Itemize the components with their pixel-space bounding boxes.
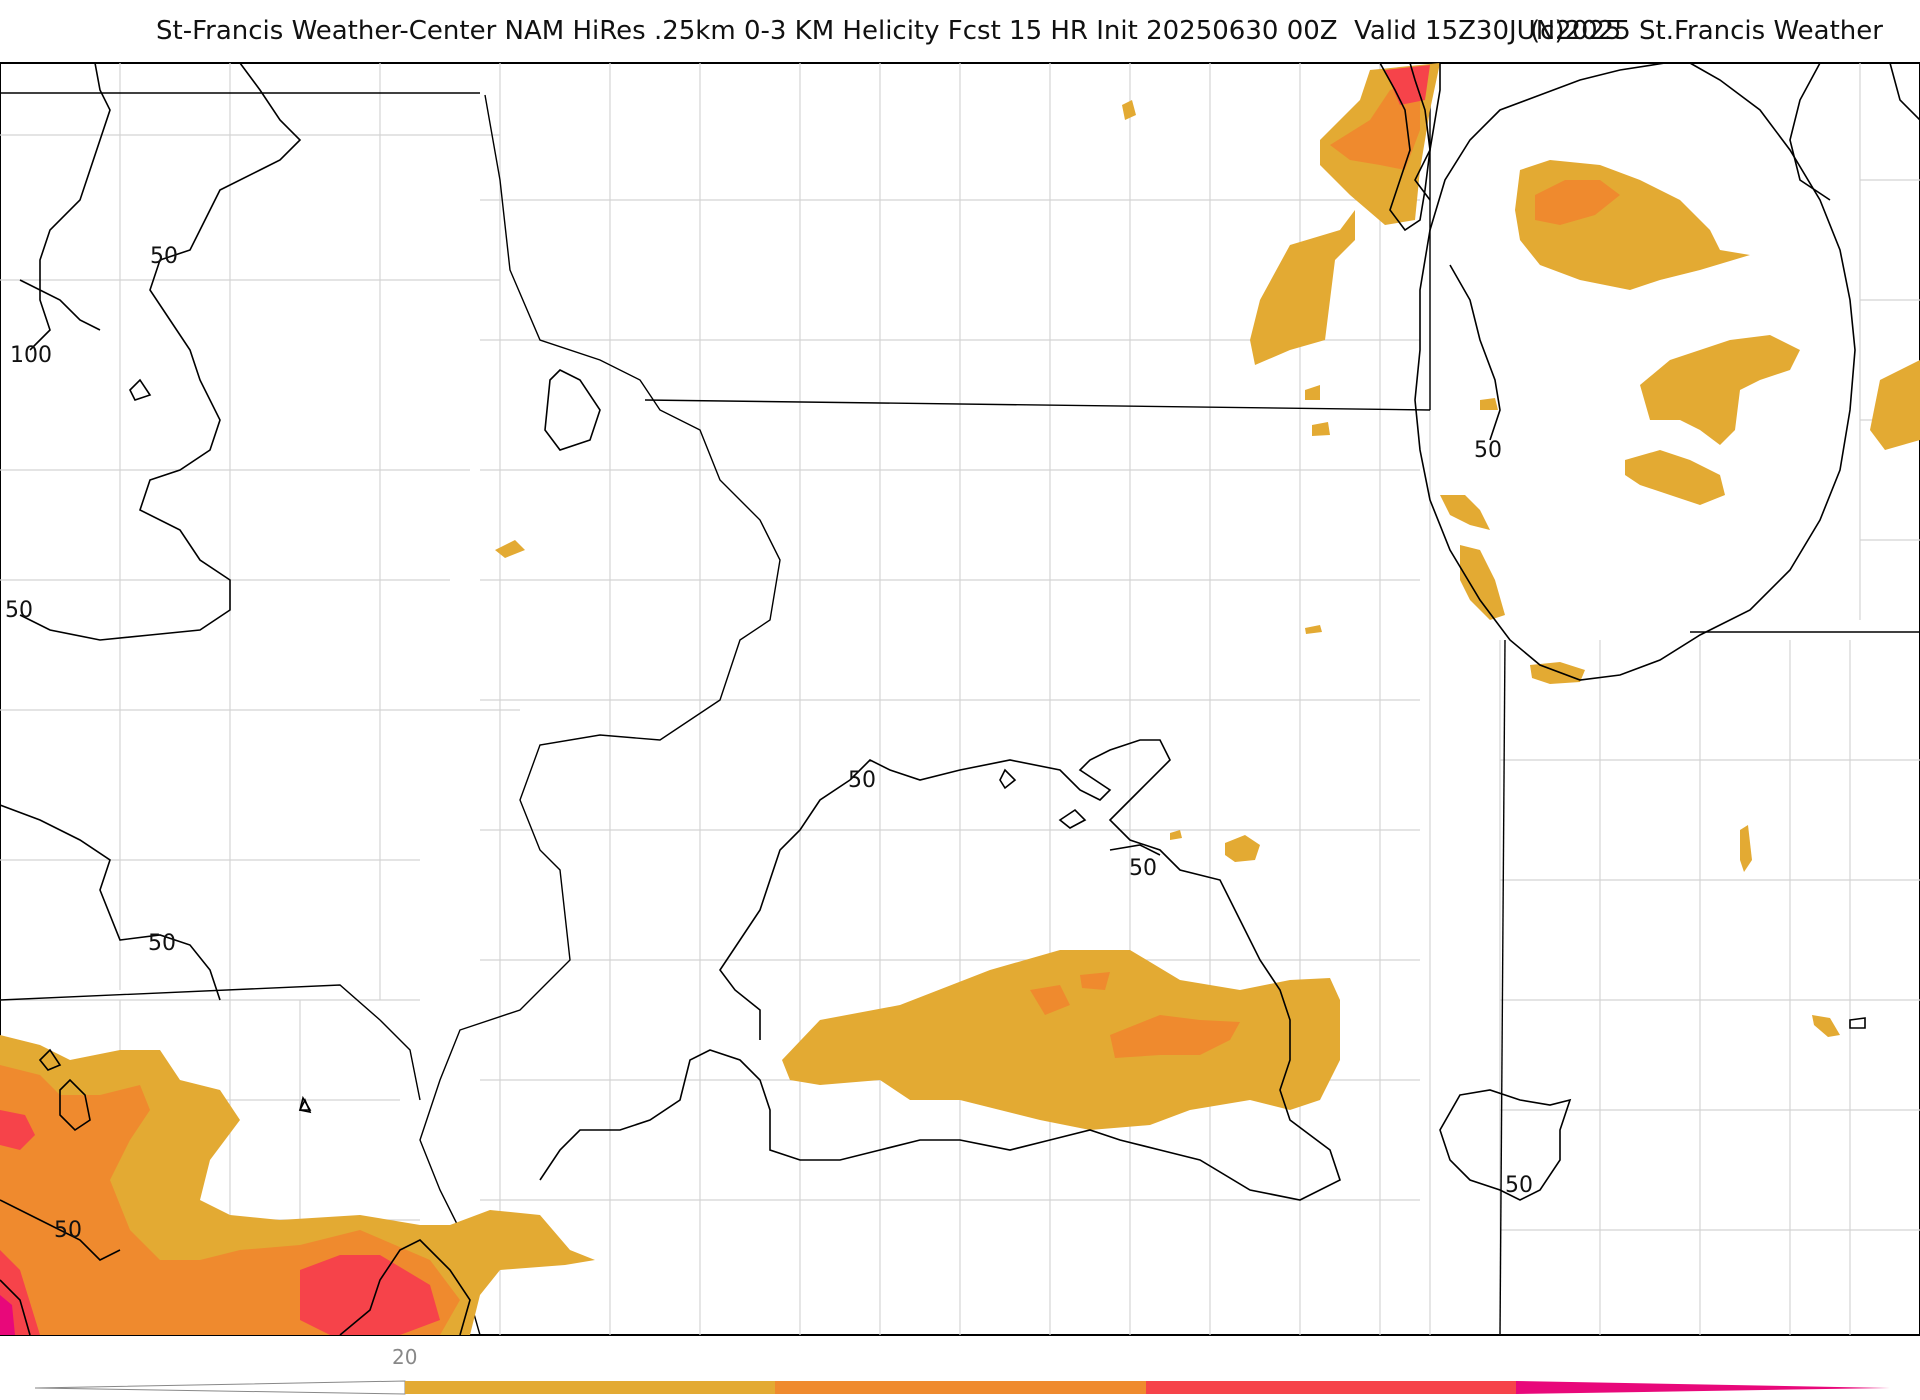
shade-north-high — [1385, 65, 1430, 105]
contour-label: 50 — [5, 598, 33, 623]
shade-ne-low-2 — [1640, 335, 1800, 445]
shade-blob-5 — [1312, 422, 1330, 436]
state-boundaries — [0, 63, 1920, 1336]
contour-label: 50 — [1129, 856, 1157, 881]
shade-central-mid-2 — [1080, 972, 1110, 990]
colorbar-under-triangle — [34, 1380, 406, 1395]
colorbar-segment — [775, 1381, 1146, 1394]
helicity-contours — [0, 62, 1920, 1336]
shade-central-mid-1 — [1030, 985, 1070, 1015]
shade-ne-low-6 — [1460, 545, 1505, 620]
shade-blob-6 — [1305, 625, 1322, 634]
helicity-shading — [0, 63, 1920, 1335]
colorbar-over-triangle — [1516, 1381, 1890, 1394]
contour-label: 50 — [150, 244, 178, 269]
contour-label: 50 — [1474, 438, 1502, 463]
contour-label: 50 — [848, 768, 876, 793]
contour-label: 50 — [54, 1218, 82, 1243]
title-main: St-Francis Weather-Center NAM HiRes .25k… — [156, 16, 1622, 46]
colorbar-segment — [405, 1381, 775, 1394]
shade-ne-low-3 — [1625, 450, 1725, 505]
contour-labels: 50 100 50 50 50 50 50 50 50 — [5, 244, 1533, 1243]
shade-sw-extreme — [0, 1295, 15, 1335]
title-copyright: (c)2025 St.Francis Weather — [1530, 16, 1883, 46]
shade-sw-high-1 — [0, 1110, 35, 1150]
shade-north-low-2 — [1250, 210, 1355, 365]
contour-label: 50 — [148, 931, 176, 956]
shade-blob-10 — [1170, 830, 1182, 840]
contour-label: 100 — [10, 343, 52, 368]
shade-blob-2 — [495, 540, 525, 558]
shade-ne-mid — [1535, 180, 1620, 225]
shade-blob-1 — [1122, 100, 1136, 120]
shade-blob-3 — [1225, 835, 1260, 862]
contour-label: 50 — [1505, 1173, 1533, 1198]
shade-ne-low-7 — [1530, 662, 1585, 684]
shade-central-low — [782, 950, 1340, 1130]
colorbar-segment — [1146, 1381, 1516, 1394]
shade-blob-9 — [1480, 398, 1498, 410]
shade-ne-low-4 — [1870, 360, 1920, 450]
shade-sw-high-2 — [300, 1255, 440, 1335]
shade-north-mid — [1330, 80, 1420, 170]
map-title: St-Francis Weather-Center NAM HiRes .25k… — [0, 16, 1920, 52]
colorbar: 20 — [34, 1345, 1890, 1395]
shade-central-mid-3 — [1110, 1015, 1240, 1058]
colorbar-tick-label: 20 — [392, 1345, 417, 1369]
shade-ne-low-5 — [1440, 495, 1490, 530]
shade-blob-8 — [1812, 1015, 1840, 1037]
shade-blob-4 — [1305, 385, 1320, 400]
shade-blob-7 — [1740, 825, 1752, 872]
